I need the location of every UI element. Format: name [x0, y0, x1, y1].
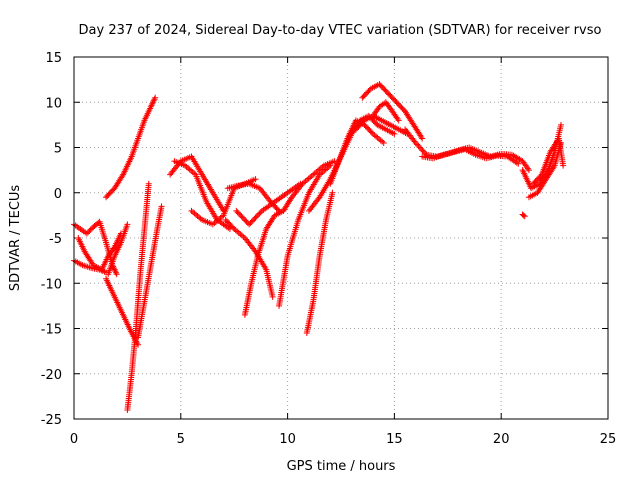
- data-point: [234, 209, 241, 216]
- x-axis-ticks: 0 5 10 15 20 25: [70, 57, 616, 447]
- y-axis-label: SDTVAR / TECUs: [8, 185, 23, 292]
- data-point: [252, 214, 259, 221]
- data-point: [420, 148, 427, 155]
- series-arc-03: [75, 230, 124, 273]
- series-arc-23: [359, 81, 426, 142]
- series-arc-08: [135, 203, 165, 341]
- data-point: [537, 172, 544, 179]
- data-point: [416, 144, 423, 151]
- data-point: [380, 139, 387, 146]
- series-arc-19: [305, 117, 364, 214]
- y-tick-label: 5: [54, 142, 62, 157]
- data-point: [368, 129, 375, 136]
- data-point: [152, 94, 159, 101]
- data-points: [71, 81, 567, 413]
- data-point: [87, 226, 94, 233]
- data-point: [415, 142, 422, 149]
- data-point: [412, 139, 419, 146]
- plot-frame: [73, 56, 609, 420]
- data-point: [239, 214, 246, 221]
- data-point: [237, 211, 244, 218]
- data-point: [558, 121, 565, 128]
- series-arc-05: [103, 94, 159, 201]
- data-point: [86, 227, 93, 234]
- series-arc-09: [171, 158, 233, 232]
- data-point: [520, 212, 527, 219]
- data-point: [329, 189, 336, 196]
- data-point: [246, 221, 253, 228]
- data-point: [85, 229, 92, 236]
- data-point: [395, 117, 402, 124]
- x-tick-label: 5: [177, 432, 185, 447]
- series-arc-16: [276, 162, 334, 309]
- y-tick-label: -5: [49, 232, 62, 247]
- y-tick-label: -15: [41, 323, 62, 338]
- series-arc-26: [419, 146, 522, 167]
- y-tick-label: -25: [41, 413, 62, 428]
- data-point: [83, 230, 90, 237]
- data-point: [249, 217, 256, 224]
- data-point: [515, 160, 522, 167]
- series-arc-24: [370, 99, 402, 124]
- data-point: [124, 221, 131, 228]
- y-tick-label: -20: [41, 368, 62, 383]
- x-tick-label: 15: [386, 432, 403, 447]
- x-axis-label: GPS time / hours: [287, 459, 396, 474]
- x-tick-label: 10: [279, 432, 296, 447]
- x-tick-label: 0: [70, 432, 78, 447]
- data-point: [229, 224, 236, 231]
- data-point: [525, 167, 532, 174]
- series-arc-30: [519, 211, 528, 220]
- series-arc-17: [280, 158, 338, 214]
- series-arc-20: [327, 117, 387, 187]
- data-point: [560, 162, 567, 169]
- series-arc-28: [525, 139, 565, 201]
- data-point: [414, 141, 421, 148]
- data-point: [242, 217, 249, 224]
- y-tick-label: 0: [54, 187, 62, 202]
- data-point: [113, 271, 120, 278]
- data-point: [418, 145, 425, 152]
- data-point: [252, 176, 259, 183]
- data-point: [241, 215, 248, 222]
- series-arc-15: [241, 207, 287, 318]
- series-arc-06: [105, 221, 131, 278]
- x-tick-label: 25: [600, 432, 617, 447]
- data-point: [243, 218, 250, 225]
- data-point: [145, 180, 152, 187]
- data-point: [422, 150, 429, 157]
- data-point: [238, 213, 245, 220]
- data-point: [256, 210, 263, 217]
- data-point: [248, 218, 255, 225]
- series-arc-12: [222, 216, 276, 300]
- series-arc-29: [530, 135, 567, 187]
- data-point: [253, 213, 260, 220]
- data-point: [419, 147, 426, 154]
- y-axis-ticks: -25 -20 -15 -10 -5 0 5 10 15: [41, 51, 608, 428]
- data-point: [251, 215, 258, 222]
- y-tick-label: -10: [41, 277, 62, 292]
- data-point: [521, 213, 528, 220]
- data-point: [269, 293, 276, 300]
- series-arc-14: [233, 180, 304, 228]
- data-point: [391, 130, 398, 137]
- y-tick-label: 10: [45, 96, 62, 111]
- data-point: [158, 203, 165, 210]
- data-point: [247, 220, 254, 227]
- x-tick-label: 20: [493, 432, 510, 447]
- y-tick-label: 15: [45, 51, 62, 66]
- data-point: [255, 211, 262, 218]
- data-point: [235, 210, 242, 217]
- series-arc-07: [124, 180, 152, 413]
- series-arc-18: [303, 189, 336, 337]
- grid-lines: [74, 57, 608, 419]
- data-point: [233, 207, 240, 214]
- data-point: [135, 341, 142, 348]
- data-point: [419, 135, 426, 142]
- series-arc-10: [167, 153, 227, 214]
- chart-title: Day 237 of 2024, Sidereal Day-to-day VTE…: [79, 23, 602, 38]
